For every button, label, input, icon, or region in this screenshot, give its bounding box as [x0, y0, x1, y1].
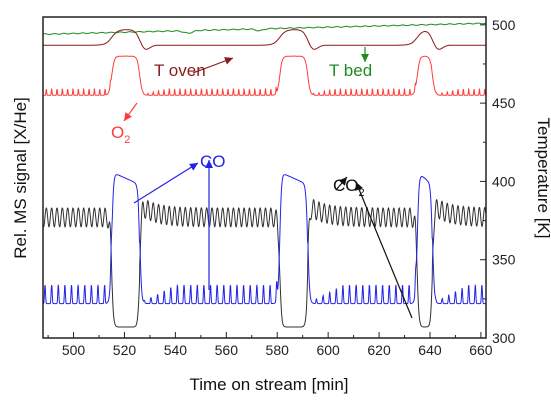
x-tick-label: 500 — [62, 342, 86, 358]
x-tick-label: 600 — [316, 342, 340, 358]
co2-label: CO2 — [333, 176, 365, 199]
x-axis-title: Time on stream [min] — [189, 375, 348, 394]
co2-label-main: CO — [333, 176, 359, 195]
x-tick-label: 640 — [418, 342, 442, 358]
series-o2 — [43, 55, 487, 96]
t-oven-label: T oven — [154, 61, 206, 80]
series-co — [43, 174, 486, 305]
o2-label-sub: 2 — [124, 134, 130, 146]
y-right-tick-label: 400 — [492, 173, 516, 189]
co-label: CO — [200, 152, 226, 171]
series-t-oven — [43, 29, 486, 50]
o2-label-main: O — [111, 123, 124, 142]
series-layer — [42, 22, 487, 328]
t-bed-label: T bed — [329, 61, 372, 80]
arrow-o2-head — [124, 112, 132, 121]
plot-frame — [42, 16, 487, 339]
x-tick-label: 580 — [266, 342, 290, 358]
y-right-tick-label: 500 — [492, 17, 516, 33]
x-tick-label: 560 — [215, 342, 239, 358]
arrow-co-1-head — [189, 163, 198, 171]
y-right-tick-label: 350 — [492, 252, 516, 268]
arrow-co2-1-head — [338, 177, 347, 186]
o2-label: O2 — [111, 123, 130, 146]
arrow-co2-2 — [355, 181, 413, 319]
arrow-co-1 — [133, 162, 199, 204]
arrow-t-bed-head — [361, 54, 369, 62]
right-axis-title: Temperature [K] — [534, 118, 551, 239]
x-tick-label: 540 — [164, 342, 188, 358]
co2-label-sub: 2 — [359, 187, 365, 199]
x-tick-label: 660 — [469, 342, 493, 358]
arrow-t-oven-head — [224, 57, 233, 65]
arrow-co2-2-head — [355, 182, 363, 191]
series-co2 — [42, 198, 487, 328]
y-right-tick-label: 300 — [492, 330, 516, 346]
left-axis-title: Rel. MS signal [X/He] — [11, 97, 30, 259]
x-tick-label: 520 — [113, 342, 137, 358]
annotation-arrows — [123, 47, 413, 319]
arrow-co-2-head — [205, 160, 213, 168]
series-t-bed — [43, 22, 486, 35]
x-tick-label: 620 — [367, 342, 391, 358]
y-right-tick-label: 450 — [492, 95, 516, 111]
